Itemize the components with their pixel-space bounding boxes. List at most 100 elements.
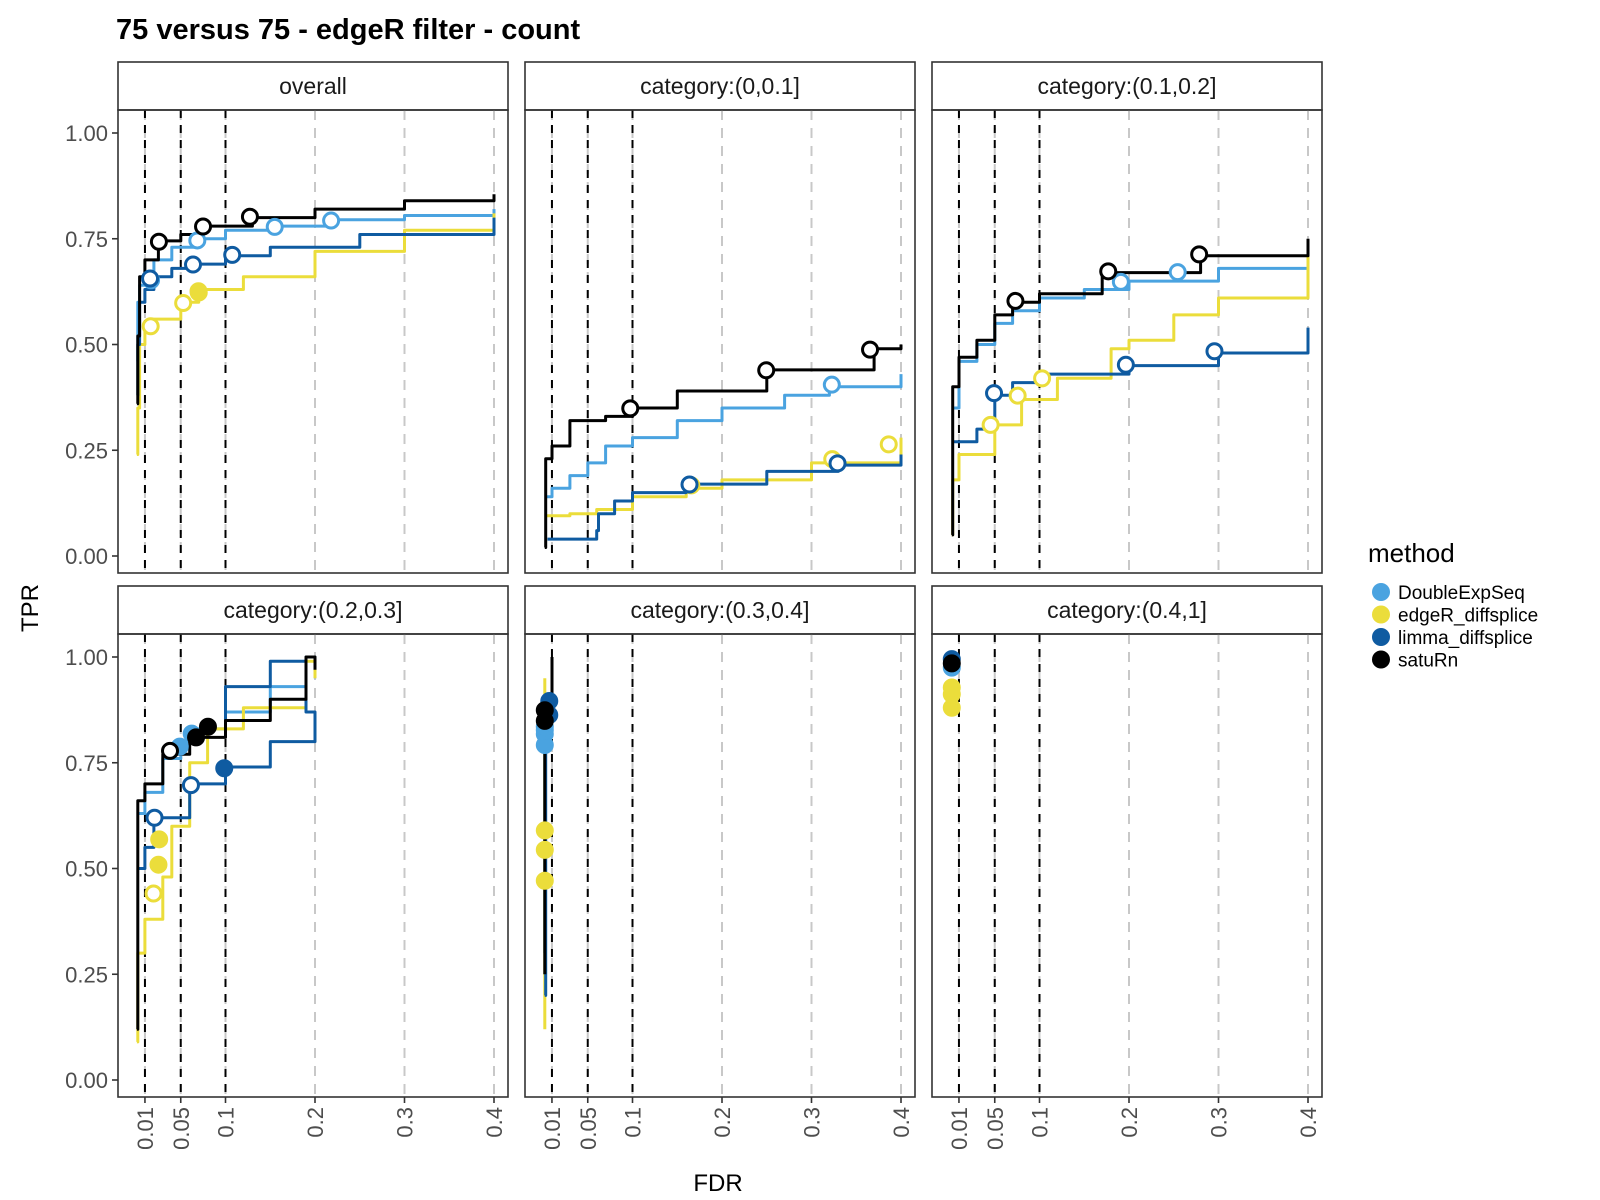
facet-panel: category:(0.2,0.3] 0.00 0.25 0.50 0.75 1.00 0.…: [65, 585, 509, 1150]
fdr-marker: [184, 255, 203, 274]
x-tick-label: 0.2: [710, 1107, 735, 1138]
facet-strip: [524, 61, 916, 111]
facet-strip: [931, 61, 1323, 111]
x-tick-label: 0.01: [947, 1107, 972, 1150]
panel-border: [117, 633, 509, 1098]
series-group: [535, 657, 559, 1030]
facet-strip: [931, 585, 1323, 635]
fdr-marker: [942, 678, 961, 697]
facet-strip-label: category:(0.4,1]: [1047, 597, 1207, 623]
fdr-marker: [535, 711, 554, 730]
fdr-marker: [757, 361, 776, 380]
fdr-marker: [1006, 291, 1025, 310]
x-tick-label: 0.4: [889, 1107, 914, 1138]
facet-strip-label: category:(0.2,0.3]: [224, 597, 403, 623]
series-group: [136, 655, 317, 1044]
x-tick-label: 0.3: [393, 1107, 418, 1138]
fdr-marker: [145, 808, 164, 827]
y-tick-label: 0.00: [65, 1068, 108, 1093]
fdr-marker: [828, 454, 847, 473]
x-tick-label: 0.05: [576, 1107, 601, 1150]
fdr-marker: [149, 855, 168, 874]
x-tick-label: 0.1: [1028, 1107, 1053, 1138]
series-line: [544, 374, 903, 499]
fdr-marker: [985, 384, 1004, 403]
fdr-marker: [189, 283, 208, 302]
y-axis-title: TPR: [17, 584, 44, 632]
fdr-marker: [215, 759, 234, 778]
fdr-marker: [144, 884, 163, 903]
fdr-marker: [822, 375, 841, 394]
legend-key: [1372, 628, 1390, 646]
series-line: [137, 659, 317, 870]
facet-strip-label: category:(0,0.1]: [640, 73, 800, 99]
facet-strip-label: category:(0.1,0.2]: [1038, 73, 1217, 99]
legend-key: [1372, 650, 1390, 669]
panel-border: [524, 109, 916, 574]
y-tick-label: 0.50: [65, 857, 108, 882]
x-tick-label: 0.1: [214, 1107, 239, 1138]
legend: method DoubleExpSeqedgeR_diffsplicelimma…: [1368, 538, 1538, 672]
fdr-marker: [141, 269, 160, 288]
legend-title: method: [1368, 538, 1455, 568]
x-tick-label: 0.3: [800, 1107, 825, 1138]
fdr-marker: [861, 340, 880, 359]
fdr-marker: [322, 211, 341, 230]
fdr-marker: [198, 717, 217, 736]
facet-panel: category:(0.1,0.2]: [931, 61, 1323, 574]
y-tick-label: 0.75: [65, 227, 108, 252]
series-line: [547, 454, 903, 541]
y-tick-label: 1.00: [65, 645, 108, 670]
fdr-marker: [174, 294, 193, 313]
facet-strip-label: category:(0.3,0.4]: [631, 597, 810, 623]
series-line: [544, 437, 903, 518]
facet-panel: category:(0.4,1] 0.01 0.05 0.1 0.2 0.3 0.4: [931, 585, 1323, 1150]
fdr-marker: [223, 245, 242, 264]
panel-border: [524, 633, 916, 1098]
x-tick-label: 0.2: [1117, 1107, 1142, 1138]
fdr-marker: [141, 317, 160, 336]
y-tick-label: 0.50: [65, 333, 108, 358]
fdr-marker: [942, 654, 961, 673]
fdr-marker: [680, 475, 699, 494]
series-line: [951, 259, 1310, 410]
fdr-marker: [879, 435, 898, 454]
y-tick-label: 1.00: [65, 121, 108, 146]
fdr-marker: [535, 871, 554, 890]
fdr-marker: [240, 207, 259, 226]
x-tick-label: 0.4: [482, 1107, 507, 1138]
series-group: [544, 340, 903, 549]
fdr-marker: [621, 399, 640, 418]
fdr-marker: [1205, 342, 1224, 361]
panel-border: [931, 633, 1323, 1098]
fdr-marker: [1190, 245, 1209, 264]
facet-panel: category:(0.3,0.4] 0.01 0.05 0.1 0.2 0.3 0.4: [524, 585, 916, 1150]
facet-strip: [117, 585, 509, 635]
facet-strip: [117, 61, 509, 111]
x-axis-title: FDR: [693, 1170, 742, 1197]
fdr-marker: [265, 217, 284, 236]
facet-panel: category:(0,0.1]: [524, 61, 916, 574]
series-line: [136, 194, 496, 406]
facet-strip: [524, 585, 916, 635]
legend-key: [1372, 583, 1390, 601]
y-tick-label: 0.25: [65, 438, 108, 463]
x-tick-label: 0.05: [169, 1107, 194, 1150]
fdr-marker: [150, 830, 169, 849]
legend-label: edgeR_diffsplice: [1398, 606, 1538, 627]
chart-title: 75 versus 75 - edgeR filter - count: [116, 14, 580, 46]
fdr-marker: [149, 232, 168, 251]
legend-key: [1372, 605, 1390, 624]
fdr-marker: [187, 728, 206, 747]
fdr-marker: [1168, 263, 1187, 282]
y-tick-label: 0.00: [65, 544, 108, 569]
fdr-marker: [1008, 386, 1027, 405]
y-tick-label: 0.25: [65, 962, 108, 987]
panel-border: [117, 109, 509, 574]
fdr-marker: [535, 840, 554, 859]
legend-label: limma_diffsplice: [1398, 628, 1533, 649]
facet-strip-label: overall: [279, 73, 347, 99]
x-tick-label: 0.2: [303, 1107, 328, 1138]
fdr-marker: [535, 821, 554, 840]
